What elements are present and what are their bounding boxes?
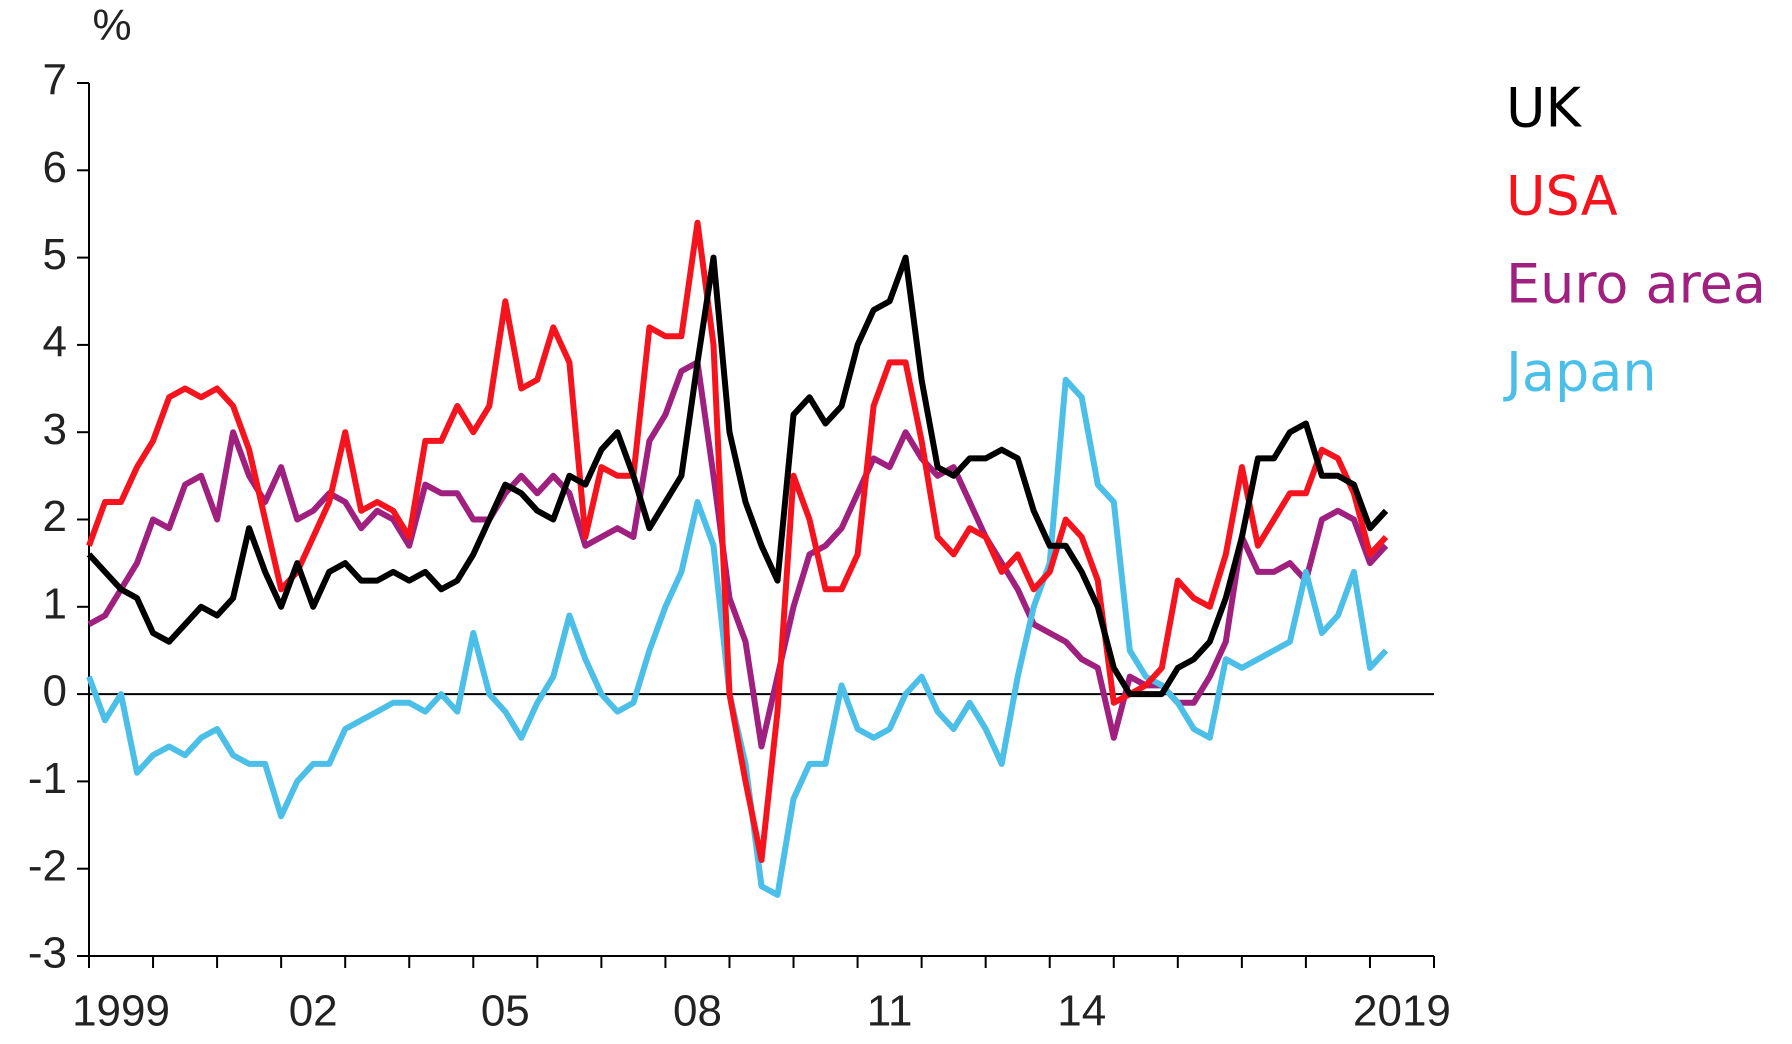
- y-tick-label: -1: [28, 754, 67, 803]
- legend-entry: USA: [1506, 165, 1618, 228]
- x-tick-label: 14: [1057, 987, 1106, 1036]
- legend-entry: Euro area: [1506, 253, 1766, 316]
- x-tick-label: 1999: [72, 987, 170, 1036]
- y-tick-label: 6: [43, 143, 67, 192]
- y-tick-label: 7: [43, 56, 67, 105]
- legend-entry: Japan: [1503, 341, 1657, 404]
- y-tick-label: 3: [43, 405, 67, 454]
- x-tick-label: 11: [867, 987, 913, 1036]
- series-line: [87, 359, 1389, 750]
- y-tick-label: 0: [43, 667, 67, 716]
- x-tick-label: 08: [673, 987, 722, 1036]
- y-tick-label: -2: [28, 841, 67, 890]
- series-line: [86, 219, 1389, 863]
- y-tick-label: 5: [43, 230, 67, 279]
- x-tick-label: 05: [481, 987, 530, 1036]
- y-tick-label: -3: [28, 929, 67, 978]
- y-tick-label: 2: [43, 492, 67, 541]
- legend-entry: UK: [1506, 77, 1583, 140]
- x-tick-label: 02: [289, 987, 338, 1036]
- x-tick-label: 2019: [1353, 987, 1451, 1036]
- series-line: [86, 254, 1389, 698]
- y-tick-label: 4: [43, 318, 67, 367]
- y-unit: %: [92, 1, 131, 50]
- y-tick-label: 1: [43, 579, 67, 628]
